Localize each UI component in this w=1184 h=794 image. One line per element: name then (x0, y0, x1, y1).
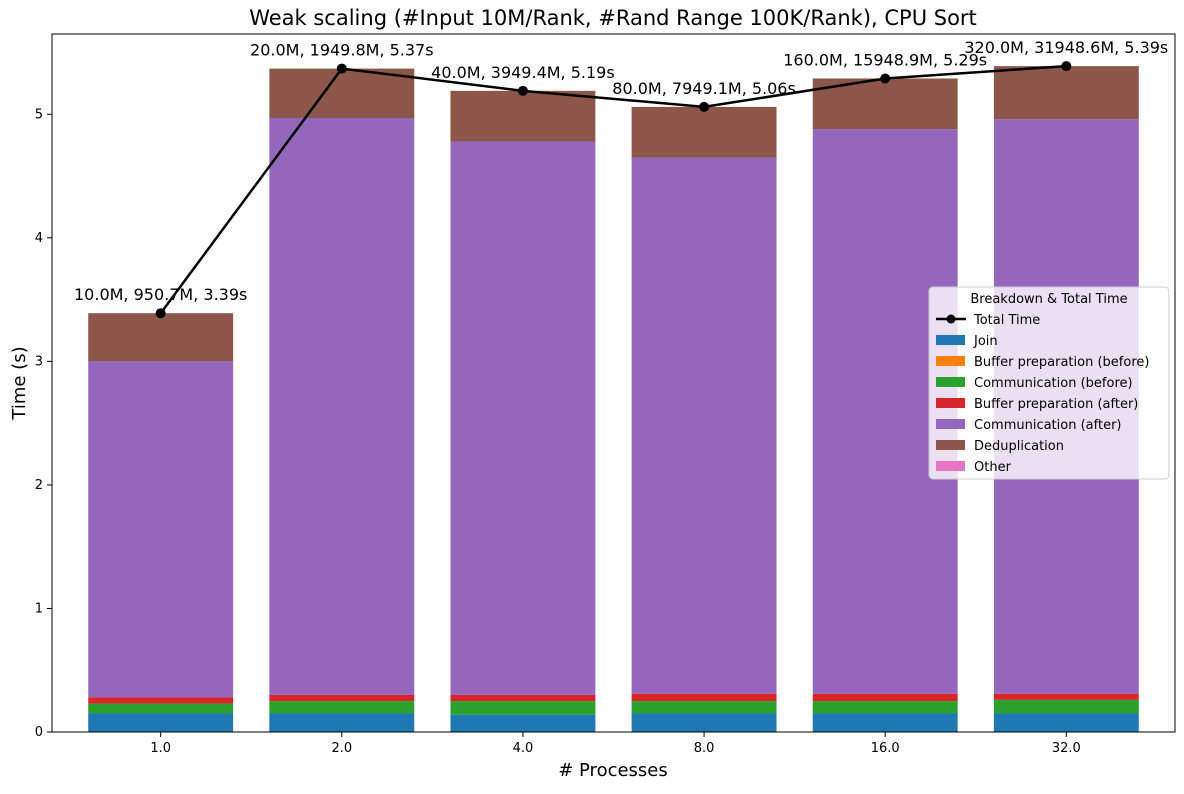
y-tick-label: 5 (35, 107, 43, 122)
total-time-annotation: 10.0M, 950.7M, 3.39s (74, 285, 247, 304)
legend: Breakdown & Total Time Total Time Join Buff… (928, 286, 1170, 480)
x-tick-label: 32.0 (1052, 741, 1081, 756)
legend-label: Deduplication (974, 439, 1064, 454)
bar-segment (450, 694, 596, 702)
legend-label: Communication (after) (974, 418, 1122, 433)
legend-label: Buffer preparation (before) (974, 355, 1149, 370)
total-time-annotation: 320.0M, 31948.6M, 5.39s (964, 38, 1168, 57)
bar-segment (269, 701, 415, 714)
legend-label: Join (973, 334, 998, 349)
legend-swatch (936, 461, 965, 471)
total-time-line (159, 64, 1067, 314)
legend-label: Communication (before) (974, 376, 1133, 391)
bar-segment (631, 713, 777, 732)
bar-segment (88, 713, 234, 732)
bar-segment (450, 714, 596, 732)
bar-segment (450, 141, 596, 695)
chart-title: Weak scaling (#Input 10M/Rank, #Rand Ran… (249, 6, 977, 30)
legend-swatch (936, 356, 965, 366)
bar-segment (993, 699, 1139, 714)
total-time-point (155, 308, 166, 319)
bar-segment (631, 106, 777, 158)
bar-segment (269, 68, 415, 119)
bar-segment (993, 66, 1139, 120)
bar-segment (631, 157, 777, 694)
total-time-annotation: 40.0M, 3949.4M, 5.19s (431, 63, 615, 82)
bar-segment (812, 701, 958, 714)
bar-segment (631, 693, 777, 702)
total-time-point (880, 73, 891, 84)
bar-segment (88, 697, 234, 704)
legend-label: Other (974, 460, 1012, 475)
legend-swatch (936, 335, 965, 345)
x-tick-label: 2.0 (331, 741, 352, 756)
x-tick-label: 4.0 (513, 741, 534, 756)
bar-segment (269, 118, 415, 695)
total-time-point (517, 85, 528, 96)
bar-segment (450, 701, 596, 715)
x-axis-label: # Processes (558, 760, 668, 781)
bar-segment (631, 701, 777, 714)
bar-segment (269, 694, 415, 702)
bar-segment (993, 713, 1139, 732)
bar-segment (269, 713, 415, 732)
legend-swatch (936, 398, 965, 408)
bar-segment (993, 693, 1139, 700)
legend-label: Total Time (973, 313, 1040, 328)
x-tick-label: 1.0 (150, 741, 171, 756)
y-tick-label: 2 (35, 478, 43, 493)
y-tick-label: 0 (35, 725, 43, 740)
bar-segment (88, 361, 234, 698)
y-tick-label: 1 (35, 601, 43, 616)
legend-title: Breakdown & Total Time (970, 292, 1127, 307)
total-time-point (1061, 61, 1072, 72)
legend-swatch (936, 377, 965, 387)
legend-swatch (936, 419, 965, 429)
total-time-annotation: 20.0M, 1949.8M, 5.37s (250, 41, 434, 60)
bar-segment (812, 693, 958, 702)
x-tick-label: 16.0 (871, 741, 900, 756)
y-tick-label: 4 (35, 231, 43, 246)
x-tick-label: 8.0 (694, 741, 715, 756)
legend-marker-swatch (946, 314, 956, 324)
bar-segment (450, 90, 596, 142)
plot-frame (51, 33, 1176, 733)
total-time-point (336, 63, 347, 74)
y-tick-label: 3 (35, 354, 43, 369)
bar-segment (88, 313, 234, 362)
bar-segment (88, 703, 234, 714)
total-time-annotation: 160.0M, 15948.9M, 5.29s (783, 50, 987, 69)
total-time-annotation: 80.0M, 7949.1M, 5.06s (612, 79, 796, 98)
total-time-point (699, 101, 710, 112)
bar-segment (812, 713, 958, 732)
legend-swatch (936, 440, 965, 450)
legend-box (928, 286, 1170, 480)
y-axis-label: Time (s) (9, 346, 30, 420)
legend-label: Buffer preparation (after) (974, 397, 1138, 412)
